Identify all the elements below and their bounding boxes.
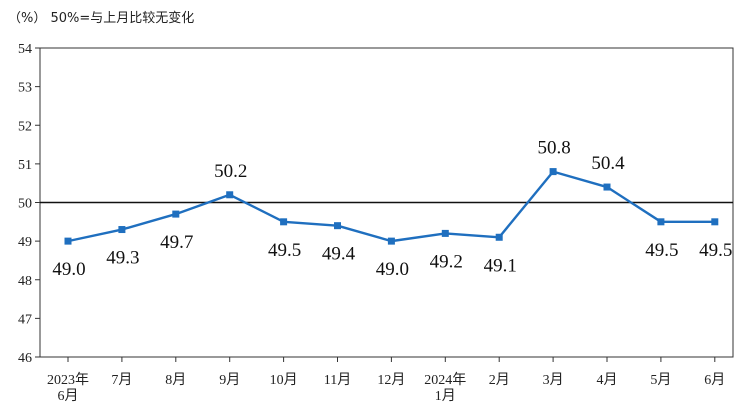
y-tick-label: 48 — [18, 274, 32, 289]
data-point-marker — [711, 218, 719, 226]
x-tick-label: 2024年 — [424, 372, 466, 388]
data-point-marker — [495, 233, 503, 241]
data-point-marker — [226, 191, 234, 199]
data-labels-group: 49.0 49.3 49.7 50.2 49.5 49.4 49.0 49.2 49.1 50.8… — [52, 138, 732, 281]
x-tick-label: 6月 — [704, 372, 725, 388]
y-tick-label: 50 — [18, 197, 32, 212]
data-label: 49.1 — [484, 255, 517, 276]
data-label: 49.5 — [268, 240, 301, 261]
x-tick-label: 11月 — [324, 372, 351, 388]
y-tick-label: 46 — [18, 351, 32, 366]
data-point-marker — [549, 168, 557, 176]
data-label: 50.2 — [214, 161, 247, 182]
data-point-marker — [172, 210, 180, 218]
x-tick-label: 10月 — [270, 372, 298, 388]
x-tick-label: 12月 — [377, 372, 405, 388]
data-point-marker — [64, 237, 72, 245]
data-label: 49.3 — [106, 248, 139, 269]
x-tick-label: 2023年 — [47, 372, 89, 388]
x-tick-label: 8月 — [165, 372, 186, 388]
series-line — [67, 170, 715, 243]
x-tick-label: 2月 — [489, 372, 510, 388]
x-tick-label: 5月 — [650, 372, 671, 388]
y-tick-label: 51 — [18, 158, 32, 173]
data-label: 49.4 — [322, 244, 356, 265]
x-tick-label: 7月 — [111, 372, 132, 388]
data-label: 49.2 — [430, 251, 463, 272]
y-tick-label: 52 — [18, 119, 32, 134]
x-tick-label: 4月 — [597, 372, 618, 388]
data-label: 49.7 — [160, 232, 193, 253]
data-point-marker — [387, 237, 395, 245]
x-tick-label: 9月 — [219, 372, 240, 388]
data-point-marker — [118, 226, 126, 234]
y-tick-label: 54 — [18, 42, 32, 57]
data-point-marker — [603, 183, 611, 191]
data-label: 49.5 — [699, 240, 732, 261]
data-label: 50.8 — [537, 138, 570, 159]
y-tick-label: 53 — [18, 81, 32, 96]
x-tick-label: 3月 — [543, 372, 564, 388]
data-label: 49.0 — [52, 259, 85, 280]
unit-note: （%） 50%=与上月比较无变化 — [8, 10, 194, 26]
data-label: 49.5 — [645, 240, 678, 261]
x-tick-label: 1月 — [435, 388, 456, 404]
data-label: 50.4 — [591, 153, 625, 174]
data-point-marker — [280, 218, 288, 226]
x-tick-label: 6月 — [58, 388, 79, 404]
data-point-marker — [334, 222, 341, 230]
data-label: 49.0 — [376, 259, 409, 280]
data-point-marker — [441, 229, 449, 237]
series-group — [64, 168, 719, 245]
y-tick-label: 49 — [18, 235, 32, 250]
data-point-marker — [657, 218, 665, 226]
y-tick-label: 47 — [18, 312, 32, 327]
